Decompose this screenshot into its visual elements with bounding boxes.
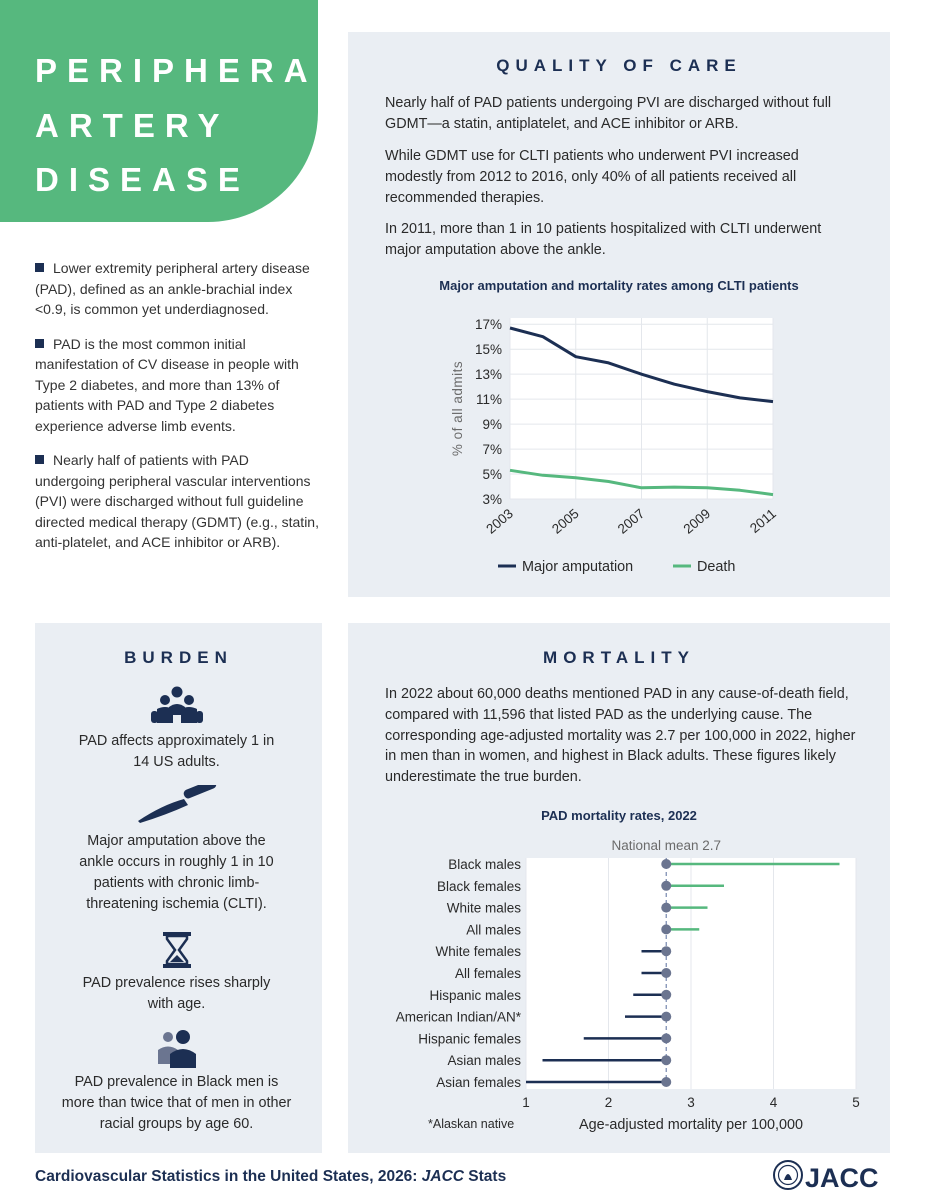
lollipop-dot: [661, 902, 672, 913]
legend-label: Major amputation: [522, 559, 633, 575]
x-tick-label: 4: [770, 1095, 778, 1110]
lollipop-dot: [661, 1033, 672, 1044]
footer-italic: JACC: [421, 1168, 464, 1185]
y-tick-label: 7%: [482, 442, 502, 457]
title-block: PERIPHERAL ARTERY DISEASE: [0, 0, 338, 222]
y-tick-label: 5%: [482, 467, 502, 482]
lollipop-chart-title: PAD mortality rates, 2022: [541, 808, 697, 823]
lollipop-dot: [661, 968, 672, 978]
title-line-3: DISEASE: [35, 161, 250, 198]
category-label: Black males: [448, 857, 521, 872]
category-label: American Indian/AN*: [396, 1010, 522, 1025]
lollipop-dot: [661, 1077, 672, 1087]
lollipop-dot: [661, 989, 672, 1000]
category-label: Hispanic males: [429, 988, 521, 1003]
series-line-death: [509, 468, 774, 497]
category-label: Asian males: [447, 1053, 521, 1068]
intro-bullet: PAD is the most common initial manifesta…: [35, 334, 320, 437]
x-tick-label: 2: [605, 1095, 613, 1110]
scalpel-icon: [137, 785, 216, 823]
x-tick-label: 2009: [681, 506, 714, 537]
x-tick-label: 2007: [615, 506, 648, 537]
burden-item: PAD affects approximately 1 in 14 US adu…: [35, 685, 318, 773]
y-tick-label: 9%: [482, 417, 502, 432]
mortality-paragraph: In 2022 about 60,000 deaths mentioned PA…: [385, 686, 856, 786]
quality-paragraph-1: Nearly half of PAD patients undergoing P…: [385, 95, 832, 132]
category-label: All males: [466, 922, 521, 937]
lollipop-dot: [661, 1055, 672, 1066]
legend-label: Death: [697, 559, 735, 575]
x-tick-label: 1: [522, 1095, 530, 1110]
x-tick-label: 3: [687, 1095, 695, 1110]
intro-bullets: Lower extremity peripheral artery diseas…: [35, 258, 320, 567]
footnote: *Alaskan native: [428, 1117, 514, 1131]
y-tick-label: 11%: [476, 392, 502, 407]
burden-item-text: PAD prevalence in Black men is more than…: [61, 1074, 292, 1132]
x-tick-label: 5: [852, 1095, 860, 1110]
lollipop-dot: [661, 1011, 672, 1022]
intro-bullet: Lower extremity peripheral artery diseas…: [35, 258, 320, 320]
title-line-2: ARTERY: [35, 107, 230, 144]
x-axis-label: Age-adjusted mortality per 100,000: [579, 1117, 803, 1133]
quality-paragraph-3: In 2011, more than 1 in 10 patients hosp…: [385, 221, 822, 258]
category-label: All females: [455, 966, 521, 981]
two-men-icon: [157, 1030, 196, 1068]
y-tick-label: 15%: [475, 342, 502, 357]
intro-bullet-text: Nearly half of patients with PAD undergo…: [35, 452, 319, 550]
category-label: Asian females: [436, 1075, 521, 1090]
jacc-seal-icon: [773, 1160, 803, 1190]
y-axis-label: % of all admits: [450, 361, 465, 456]
lollipop-dot: [661, 946, 672, 957]
title-line-1: PERIPHERAL: [35, 52, 348, 89]
quality-heading: QUALITY OF CARE: [496, 56, 742, 75]
lollipop-dot: [661, 924, 672, 935]
intro-bullet: Nearly half of patients with PAD undergo…: [35, 450, 320, 553]
intro-bullet-text: Lower extremity peripheral artery diseas…: [35, 260, 310, 317]
hourglass-icon: [162, 932, 191, 968]
y-tick-label: 3%: [482, 492, 502, 507]
quality-of-care-panel: QUALITY OF CARE Nearly half of PAD patie…: [348, 32, 890, 597]
footer-citation: Cardiovascular Statistics in the United …: [35, 1168, 506, 1186]
burden-heading: BURDEN: [124, 648, 233, 667]
burden-item: PAD prevalence in Black men is more than…: [35, 1028, 318, 1135]
people-group-icon: [150, 686, 203, 723]
y-tick-label: 13%: [475, 367, 502, 382]
lollipop-chart: 1 2 3 4 5 National mean 2.7 Black males Black f…: [396, 838, 860, 1133]
quality-paragraph-2: While GDMT use for CLTI patients who und…: [385, 148, 799, 206]
line-chart-title: Major amputation and mortality rates amo…: [439, 278, 799, 293]
x-tick-label: 2005: [549, 506, 582, 537]
bullet-square-icon: [35, 455, 44, 464]
series-line-major-amputation: [509, 326, 774, 404]
line-chart: 3% 5% 7% 9% 11% 13% 15% 17% 2003 2005 2007 2009 2011…: [450, 317, 779, 575]
intro-bullet-text: PAD is the most common initial manifesta…: [35, 335, 299, 434]
burden-item: PAD prevalence rises sharply with age.: [35, 931, 318, 1015]
burden-item-text: PAD affects approximately 1 in 14 US adu…: [78, 733, 275, 770]
x-tick-label: 2003: [483, 506, 516, 537]
mortality-panel: MORTALITY In 2022 about 60,000 deaths me…: [348, 623, 890, 1153]
x-tick-label: 2011: [747, 506, 779, 536]
category-label: Black females: [437, 879, 521, 894]
reference-label: National mean 2.7: [611, 838, 721, 853]
footer-suffix: Stats: [463, 1168, 507, 1185]
category-label: White females: [435, 944, 521, 959]
footer-prefix: Cardiovascular Statistics in the United …: [35, 1168, 422, 1185]
category-label: Hispanic females: [418, 1031, 521, 1046]
y-tick-label: 17%: [475, 317, 502, 332]
burden-item: Major amputation above the ankle occurs …: [35, 785, 318, 915]
bullet-square-icon: [35, 263, 44, 272]
lollipop-dot: [661, 859, 672, 869]
bullet-square-icon: [35, 338, 44, 348]
mortality-heading: MORTALITY: [543, 648, 695, 667]
lollipop-dot: [661, 880, 672, 891]
burden-item-text: Major amputation above the ankle occurs …: [79, 833, 274, 912]
jacc-logo-text: JACC: [805, 1163, 879, 1193]
burden-panel: BURDEN PAD affects approximately 1 in 14…: [35, 623, 322, 1153]
category-label: White males: [447, 901, 522, 916]
burden-item-text: PAD prevalence rises sharply with age.: [82, 975, 271, 1012]
